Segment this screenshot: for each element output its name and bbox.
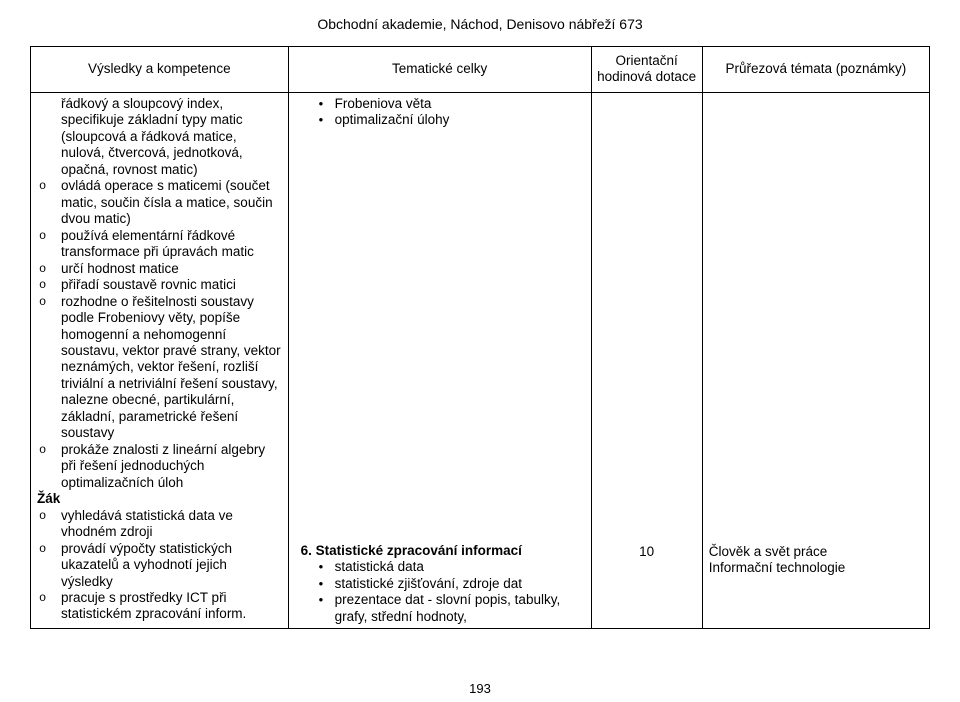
- list-item: statistické zjišťování, zdroje dat: [333, 576, 585, 592]
- spacer: [598, 96, 696, 544]
- list-item: statistická data: [333, 559, 585, 575]
- hours-value: 10: [598, 544, 696, 560]
- document-header: Obchodní akademie, Náchod, Denisovo nábř…: [30, 16, 930, 32]
- col-header-hours: Orientační hodinová dotace: [591, 47, 702, 93]
- page: Obchodní akademie, Náchod, Denisovo nábř…: [0, 0, 960, 702]
- list-item: optimalizační úlohy: [333, 112, 585, 128]
- topics-list-1: Frobeniova věta optimalizační úlohy: [295, 96, 585, 129]
- list-item: Frobeniova věta: [333, 96, 585, 112]
- curriculum-table: Výsledky a kompetence Tematické celky Or…: [30, 46, 930, 629]
- list-item: prokáže znalosti z lineární algebry při …: [59, 442, 282, 491]
- student-heading: Žák: [37, 491, 282, 507]
- spacer: [295, 129, 585, 543]
- list-item: vyhledává statistická data ve vhodném zd…: [59, 508, 282, 541]
- list-item: určí hodnost matice: [59, 261, 282, 277]
- col-header-results: Výsledky a kompetence: [31, 47, 289, 93]
- list-item-continuation: řádkový a sloupcový index, specifikuje z…: [37, 96, 282, 178]
- section-title: 6. Statistické zpracování informací: [295, 543, 585, 559]
- col-header-topics: Tematické celky: [288, 47, 591, 93]
- list-item: používá elementární řádkové transformace…: [59, 228, 282, 261]
- results-list-1: ovládá operace s maticemi (součet matic,…: [37, 178, 282, 491]
- cell-results-1: řádkový a sloupcový index, specifikuje z…: [31, 92, 289, 628]
- cross-topic-line: Informační technologie: [709, 560, 923, 576]
- page-number: 193: [0, 681, 960, 696]
- cell-topics-1: Frobeniova věta optimalizační úlohy 6. S…: [288, 92, 591, 628]
- col-header-cross: Průřezová témata (poznámky): [702, 47, 929, 93]
- cell-hours-1: 10: [591, 92, 702, 628]
- cell-cross-1: Člověk a svět práce Informační technolog…: [702, 92, 929, 628]
- list-item: provádí výpočty statistických ukazatelů …: [59, 541, 282, 590]
- list-item: pracuje s prostředky ICT při statistické…: [59, 590, 282, 623]
- table-row: řádkový a sloupcový index, specifikuje z…: [31, 92, 930, 628]
- results-list-2: vyhledává statistická data ve vhodném zd…: [37, 508, 282, 623]
- list-item: přiřadí soustavě rovnic matici: [59, 277, 282, 293]
- cross-topic-line: Člověk a svět práce: [709, 544, 923, 560]
- list-item: prezentace dat - slovní popis, tabulky, …: [333, 592, 585, 625]
- table-header-row: Výsledky a kompetence Tematické celky Or…: [31, 47, 930, 93]
- list-item: ovládá operace s maticemi (součet matic,…: [59, 178, 282, 227]
- list-item: rozhodne o řešitelnosti soustavy podle F…: [59, 294, 282, 442]
- topics-list-2: statistická data statistické zjišťování,…: [295, 559, 585, 625]
- spacer: [709, 96, 923, 544]
